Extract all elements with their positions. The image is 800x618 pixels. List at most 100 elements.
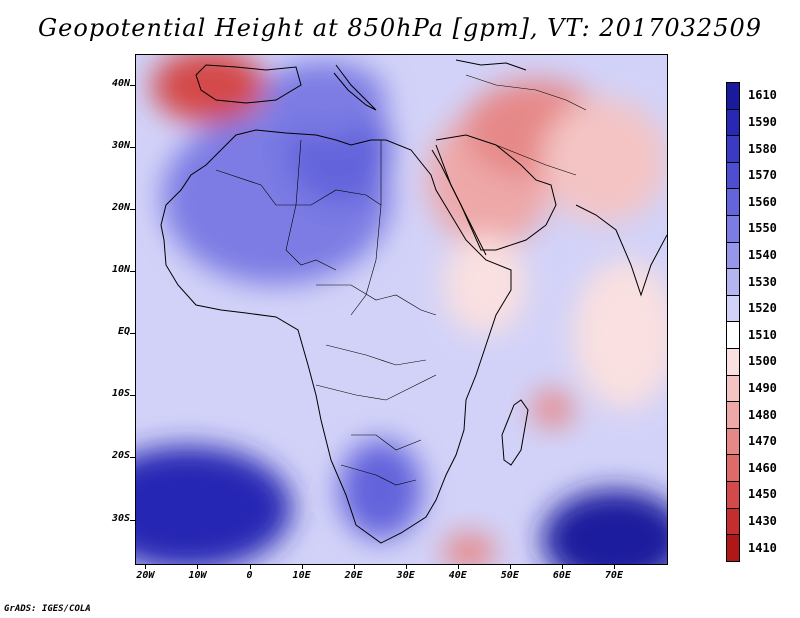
lat-tick-label: EQ	[117, 326, 130, 338]
lat-tick-label: 30N	[111, 140, 130, 152]
field-region-east-africa-band	[443, 235, 527, 335]
field-region-madagascar-low	[531, 390, 574, 428]
colorbar-cell	[726, 188, 740, 216]
lat-tick-label: 30S	[111, 512, 130, 524]
lat-tick-label: 10S	[111, 388, 130, 400]
colorbar-cell	[726, 321, 740, 349]
colorbar-label: 1590	[748, 114, 777, 129]
border-line	[340, 464, 417, 486]
lon-tick-label: 50E	[500, 570, 519, 581]
colorbar-cell	[726, 481, 740, 509]
lat-tick-label: 20S	[111, 450, 130, 462]
colorbar-cell	[726, 135, 740, 163]
lon-tick-label: 10W	[188, 570, 207, 581]
lat-tick-mark	[130, 519, 135, 521]
colorbar-cell	[726, 294, 740, 323]
field-region-indian-ocean-band	[573, 259, 667, 409]
lat-tick-label: 20N	[111, 202, 130, 214]
lon-tick-mark	[405, 564, 407, 569]
lon-tick-label: 70E	[604, 570, 623, 581]
lon-tick-label: 20E	[344, 570, 363, 581]
colorbar-label: 1580	[748, 141, 777, 156]
map-panel	[135, 54, 668, 565]
map-svg	[136, 55, 667, 564]
lon-tick-label: 30E	[396, 570, 415, 581]
credit-label: GrADS: IGES/COLA	[4, 604, 91, 614]
italy-coastline	[333, 64, 377, 111]
colorbar-cell	[726, 241, 740, 270]
lat-tick-mark	[130, 85, 135, 87]
colorbar-cell	[726, 348, 740, 376]
field-region-india-west	[542, 98, 667, 223]
lat-tick-label: 10N	[111, 264, 130, 276]
lon-tick-label: 0	[246, 570, 253, 581]
colorbar-label: 1540	[748, 247, 777, 262]
colorbar-label: 1550	[748, 221, 777, 236]
lon-tick-mark	[197, 564, 199, 569]
madagascar-coastline	[501, 399, 529, 466]
colorbar-cell	[726, 534, 740, 562]
border-line	[215, 169, 382, 206]
colorbar-cell	[726, 108, 740, 137]
lat-tick-mark	[130, 271, 135, 273]
india-coastline	[575, 204, 667, 297]
lat-tick-mark	[130, 209, 135, 211]
lat-tick-label: 40N	[111, 78, 130, 90]
colorbar-cell	[726, 507, 740, 536]
lon-tick-mark	[509, 564, 511, 569]
coastline-layer	[160, 59, 667, 544]
field-region-iberia-low	[151, 55, 267, 124]
country-borders	[215, 74, 587, 486]
lon-tick-mark	[145, 564, 147, 569]
border-line	[495, 144, 577, 176]
colorbar-cell	[726, 401, 740, 429]
border-line	[316, 284, 437, 316]
lon-tick-mark	[249, 564, 251, 569]
colorbar-cell	[726, 454, 740, 482]
colorbar-top-arrow	[725, 69, 741, 83]
colorbar-label: 1480	[748, 407, 777, 422]
black-sea-coast	[455, 59, 527, 71]
colorbar-cell	[726, 215, 740, 243]
africa-coastline	[160, 129, 512, 544]
border-line	[351, 434, 422, 451]
border-line	[325, 344, 427, 366]
colorbar-label: 1460	[748, 460, 777, 475]
border-line	[315, 374, 437, 401]
lon-tick-label: 20W	[136, 570, 155, 581]
field-region-south-atlantic-high	[136, 446, 293, 564]
border-line	[350, 140, 382, 316]
border-line	[465, 74, 587, 111]
chart-title: Geopotential Height at 850hPa [gpm], VT:…	[38, 14, 762, 42]
colorbar-label: 1500	[748, 354, 777, 369]
colorbar-label: 1610	[748, 88, 777, 103]
lon-tick-label: 10E	[292, 570, 311, 581]
lat-tick-mark	[130, 147, 135, 149]
lon-tick-mark	[561, 564, 563, 569]
lon-tick-mark	[353, 564, 355, 569]
lon-tick-label: 60E	[552, 570, 571, 581]
iberia-coastline	[195, 64, 302, 104]
colorbar-label: 1490	[748, 380, 777, 395]
colorbar-label: 1470	[748, 434, 777, 449]
colorbar-cell	[726, 82, 740, 110]
lon-tick-mark	[301, 564, 303, 569]
field-region-south-indian-high	[542, 489, 667, 564]
colorbar-label: 1530	[748, 274, 777, 289]
lon-tick-label: 40E	[448, 570, 467, 581]
colorbar-bottom-arrow	[725, 560, 741, 574]
colorbar-label: 1560	[748, 194, 777, 209]
lon-tick-mark	[613, 564, 615, 569]
colorbar-cell	[726, 268, 740, 296]
colorbar-label: 1510	[748, 327, 777, 342]
lat-tick-mark	[130, 333, 135, 335]
lon-tick-mark	[457, 564, 459, 569]
lat-tick-mark	[130, 395, 135, 397]
colorbar-label: 1410	[748, 540, 777, 555]
colorbar-label: 1520	[748, 301, 777, 316]
colorbar-cell	[726, 374, 740, 403]
lat-tick-mark	[130, 457, 135, 459]
border-line	[285, 139, 337, 271]
field-region-south-africa-high	[339, 439, 423, 540]
field-region-mozambique-low	[443, 532, 496, 564]
